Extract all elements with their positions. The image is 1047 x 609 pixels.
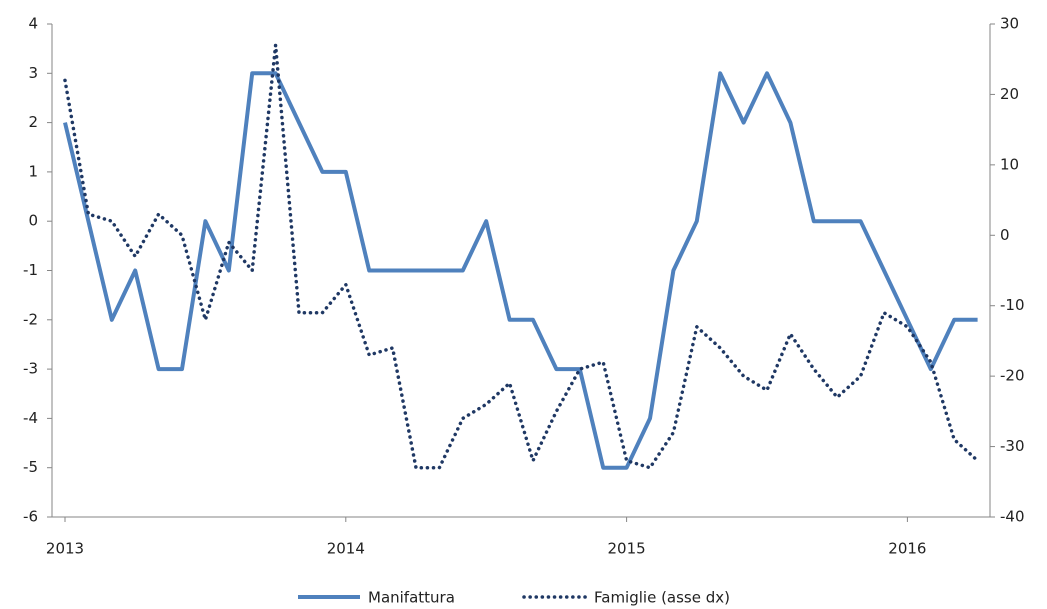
- y-tick-label: -2: [23, 310, 38, 328]
- y2-tick-label: 10: [1000, 155, 1019, 173]
- y-tick-label: 1: [28, 162, 38, 180]
- y-tick-label: -3: [23, 360, 38, 378]
- y2-tick-label: 0: [1000, 226, 1010, 244]
- y2-tick-label: -10: [1000, 296, 1025, 314]
- y-tick-label: -1: [23, 261, 38, 279]
- y-tick-label: -4: [23, 409, 38, 427]
- y-tick-label: -5: [23, 458, 38, 476]
- legend-label: Manifattura: [368, 589, 455, 607]
- y-tick-label: 0: [28, 212, 38, 230]
- y2-tick-label: 30: [1000, 15, 1019, 33]
- y2-tick-label: -40: [1000, 508, 1025, 526]
- series-line: [63, 43, 980, 470]
- y2-tick-label: -20: [1000, 367, 1025, 385]
- x-tick-label: 2014: [327, 540, 365, 558]
- y2-tick-label: -30: [1000, 437, 1025, 455]
- x-tick-label: 2016: [888, 540, 926, 558]
- y-tick-label: 3: [28, 64, 38, 82]
- y-tick-label: 4: [28, 15, 38, 33]
- y-tick-label: -6: [23, 508, 38, 526]
- y2-tick-label: 20: [1000, 85, 1019, 103]
- legend-label: Famiglie (asse dx): [594, 589, 730, 607]
- x-tick-label: 2015: [608, 540, 646, 558]
- y-tick-label: 2: [28, 113, 38, 131]
- series-line: [63, 71, 978, 470]
- x-tick-label: 2013: [46, 540, 84, 558]
